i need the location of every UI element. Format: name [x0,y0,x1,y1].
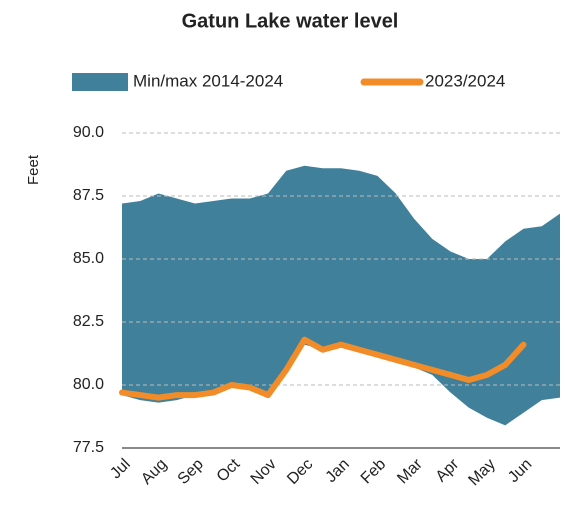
x-tick-label: Aug [138,456,170,488]
x-tick-label: Nov [248,456,280,488]
x-tick-label: Jan [323,456,353,486]
y-tick-label: 77.5 [73,439,104,456]
legend-label: Min/max 2014-2024 [133,71,283,90]
y-tick-label: 87.5 [73,187,104,204]
x-tick-label: Sep [175,456,207,488]
x-tick-label: Dec [284,456,316,488]
legend-label: 2023/2024 [425,71,505,90]
legend-swatch [72,73,128,91]
x-tick-label: Jun [505,456,535,486]
y-tick-label: 82.5 [73,313,104,330]
x-tick-label: Mar [394,455,426,487]
x-tick-label: Feb [358,456,390,488]
y-tick-label: 85.0 [73,250,104,267]
y-tick-label: 90.0 [73,124,104,141]
x-tick-label: Jul [107,456,133,482]
chart-title: Gatun Lake water level [182,10,399,32]
y-tick-label: 80.0 [73,376,104,393]
y-axis-label: Feet [25,154,42,185]
min-max-band [122,165,560,426]
x-tick-label: Apr [433,455,463,485]
x-tick-label: May [465,456,498,489]
line-2023-2024 [119,336,527,401]
x-tick-label: Oct [214,455,244,485]
